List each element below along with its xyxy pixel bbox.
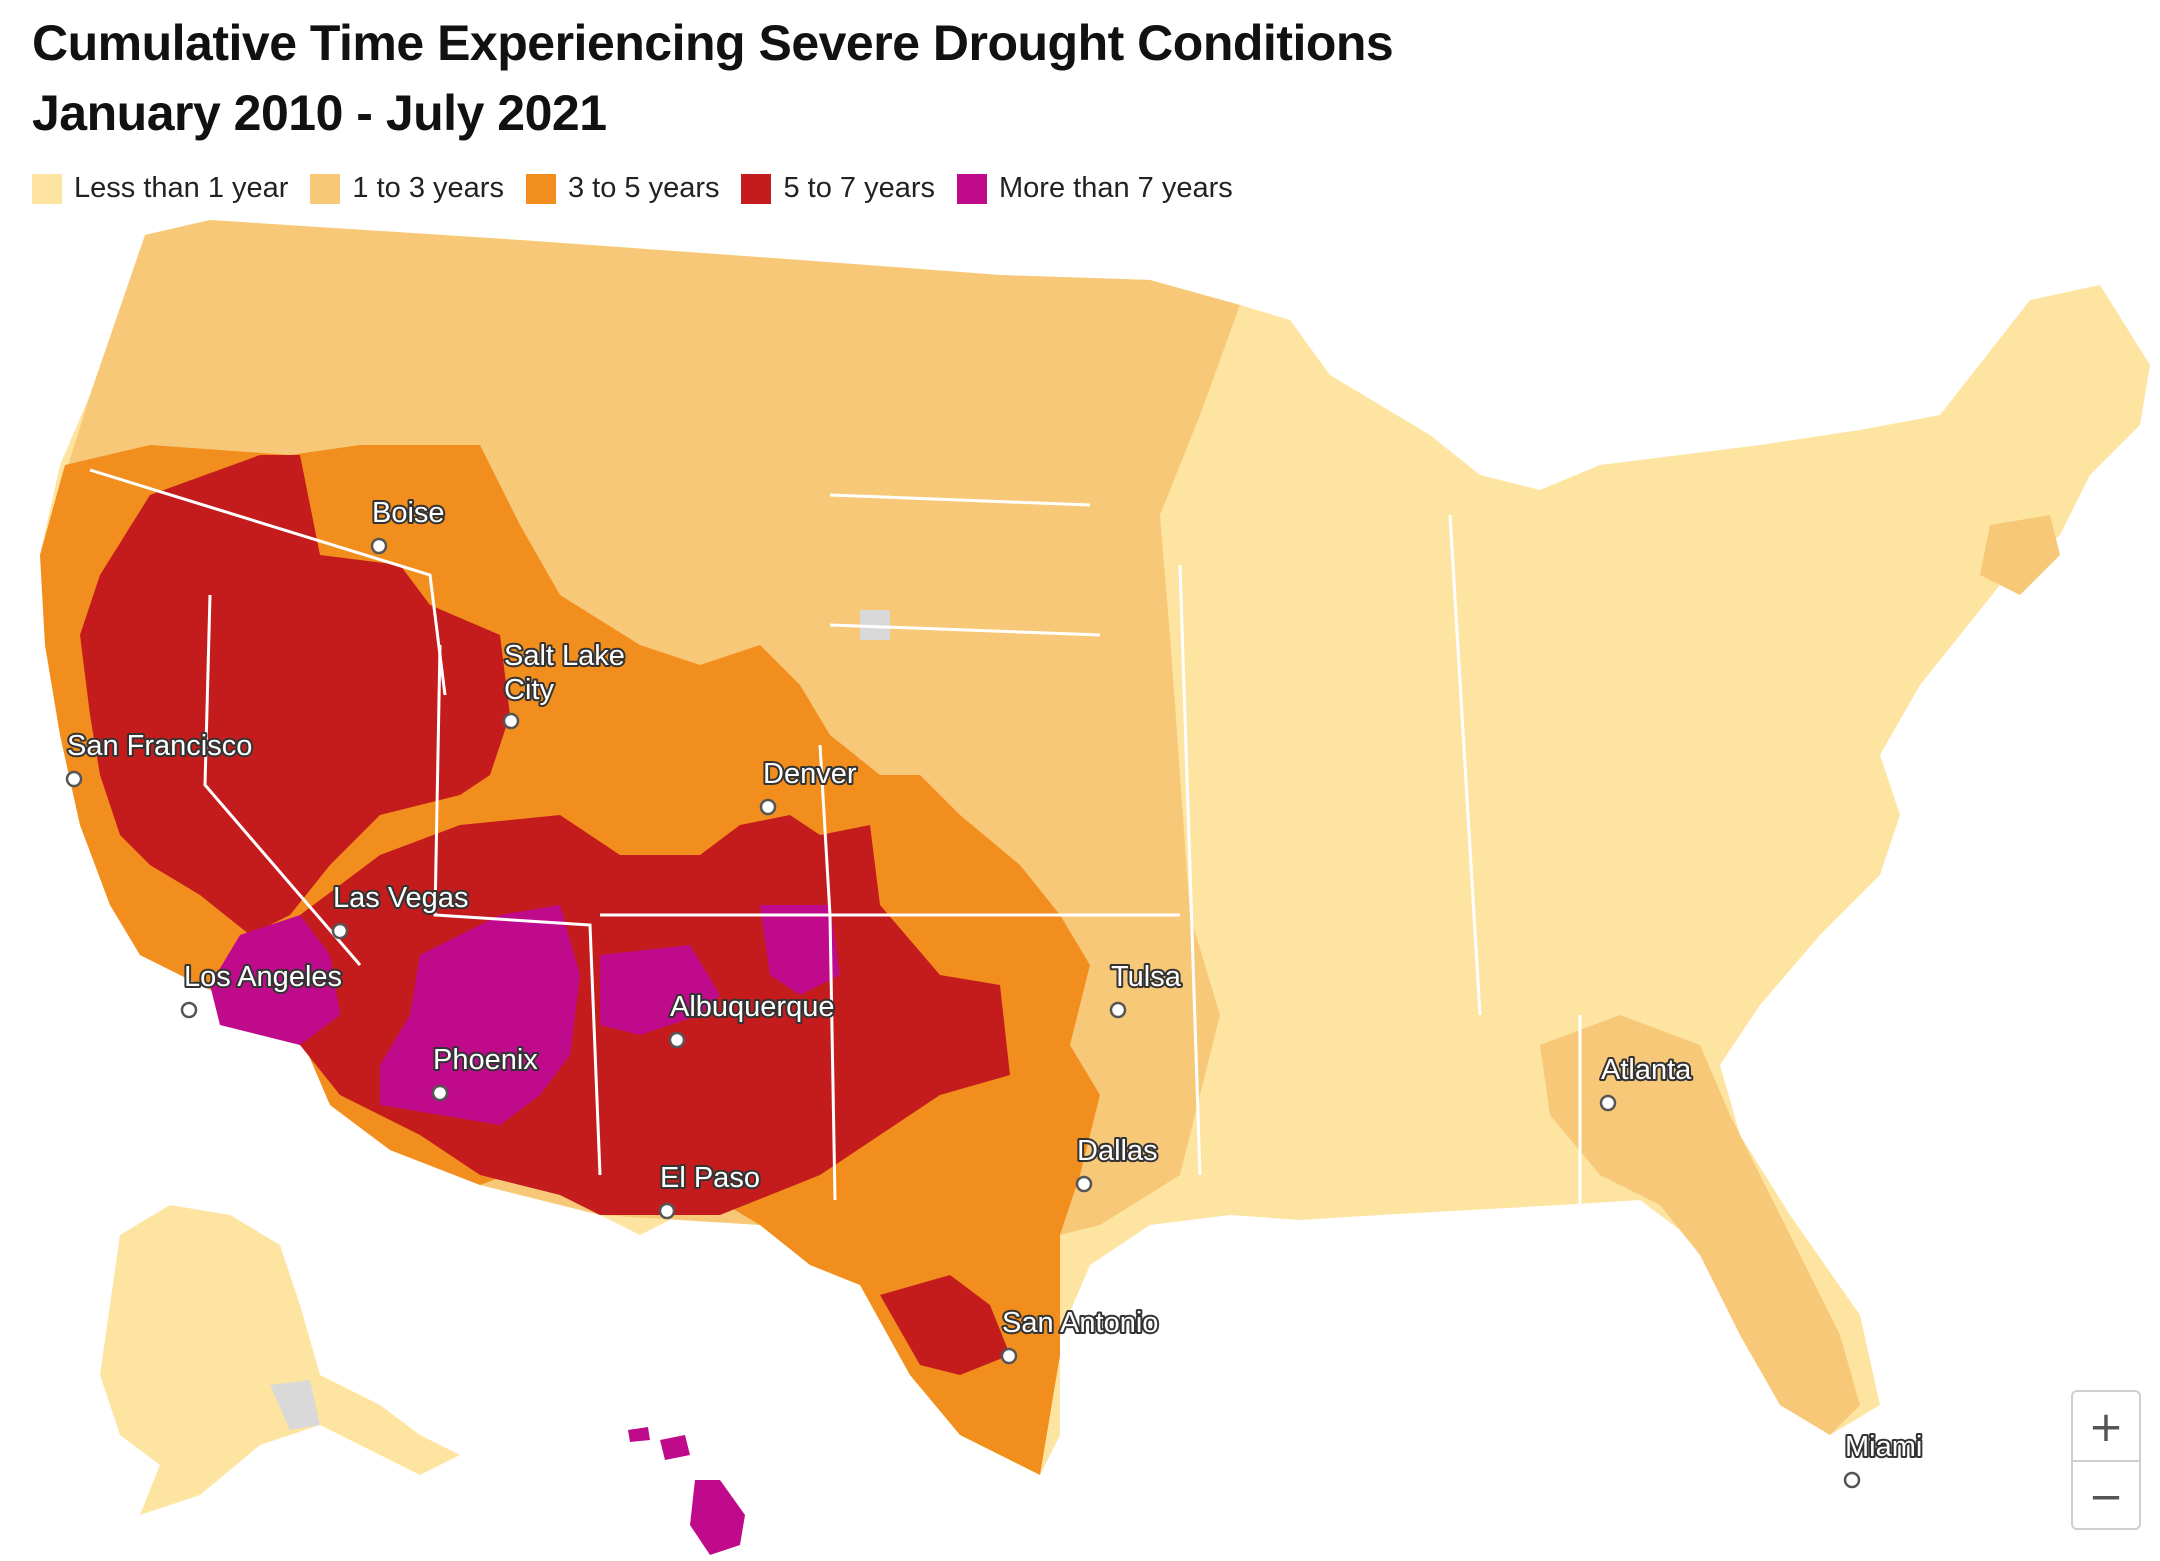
- legend-swatch: [310, 173, 341, 204]
- city-label: Tulsa: [1111, 961, 1182, 993]
- alaska-no-data: [270, 1380, 320, 1430]
- city-las-vegas: Las Vegas: [331, 880, 470, 940]
- state-border: [829, 493, 1091, 507]
- state-border: [818, 744, 832, 916]
- city-dot: [180, 1001, 198, 1019]
- city-label: Salt Lake: [504, 640, 625, 672]
- region-5-to-7-texas: [880, 1275, 1010, 1375]
- zoom-control: + −: [2071, 1390, 2141, 1530]
- region-5-to-7-great-basin: [80, 455, 510, 935]
- legend-label: 5 to 7 years: [783, 172, 936, 204]
- city-dot: [502, 712, 520, 730]
- city-dot: [1109, 1001, 1127, 1019]
- legend-swatch: [741, 173, 772, 204]
- legend-label: 3 to 5 years: [567, 172, 720, 204]
- legend-label: 1 to 3 years: [352, 172, 504, 204]
- state-border: [433, 644, 602, 1176]
- region-more-than-7-nm: [600, 945, 720, 1035]
- state-border: [203, 594, 362, 966]
- city-dot: [658, 1202, 676, 1220]
- legend-label: More than 7 years: [999, 172, 1233, 204]
- chart-subtitle: January 2010 - July 2021: [32, 85, 607, 141]
- hawaii-maui: [660, 1435, 690, 1460]
- city-san-francisco: San Francisco: [65, 728, 254, 788]
- city-dot: [1000, 1347, 1018, 1365]
- legend: Less than 1 year 1 to 3 years 3 to 5 yea…: [32, 172, 1255, 205]
- city-tulsa: Tulsa: [1109, 959, 1184, 1019]
- city-dot: [759, 798, 777, 816]
- city-miami: Miami: [1843, 1429, 1924, 1489]
- city-label: Atlanta: [1601, 1054, 1692, 1086]
- drought-map[interactable]: Boise Salt Lake City San Francisco Denve…: [0, 215, 2160, 1561]
- hawaii-oahu: [628, 1427, 650, 1442]
- city-dot: [331, 922, 349, 940]
- legend-label: Less than 1 year: [74, 172, 289, 204]
- hawaii-big-island: [690, 1480, 745, 1555]
- legend-item-3-to-5: 3 to 5 years: [525, 172, 720, 205]
- city-label: Los Angeles: [184, 961, 342, 993]
- city-label: Denver: [763, 758, 857, 790]
- city-phoenix: Phoenix: [431, 1042, 540, 1102]
- city-label: Dallas: [1077, 1135, 1158, 1167]
- city-label: Miami: [1845, 1431, 1922, 1463]
- legend-swatch: [32, 173, 62, 204]
- city-albuquerque: Albuquerque: [668, 989, 836, 1049]
- chart-title: Cumulative Time Experiencing Severe Drou…: [32, 15, 1394, 71]
- city-dot: [370, 537, 388, 555]
- legend-item-less-than-1: Less than 1 year: [32, 172, 288, 205]
- city-label: City: [504, 674, 554, 706]
- legend-item-more-than-7: More than 7 years: [957, 172, 1233, 205]
- alaska: [100, 1205, 460, 1515]
- city-el-paso: El Paso: [658, 1160, 762, 1220]
- legend-swatch: [525, 173, 556, 204]
- state-border: [829, 623, 1101, 637]
- city-label: San Francisco: [67, 730, 252, 762]
- city-boise: Boise: [370, 495, 447, 555]
- zoom-out-button[interactable]: −: [2088, 1471, 2124, 1521]
- state-border: [1448, 514, 1482, 1016]
- legend-item-1-to-3: 1 to 3 years: [310, 172, 504, 205]
- city-salt-lake-city: Salt Lake City: [502, 638, 627, 730]
- city-san-antonio: San Antonio: [1000, 1305, 1160, 1365]
- region-more-than-7-co: [760, 905, 840, 995]
- city-label: San Antonio: [1002, 1307, 1158, 1339]
- city-dot: [1075, 1175, 1093, 1193]
- city-dot: [65, 770, 83, 788]
- city-label: Albuquerque: [670, 991, 834, 1023]
- city-dallas: Dallas: [1075, 1133, 1160, 1193]
- city-atlanta: Atlanta: [1599, 1052, 1694, 1112]
- region-more-than-7-ca: [210, 915, 340, 1045]
- city-dot: [1843, 1471, 1861, 1489]
- zoom-in-button[interactable]: +: [2073, 1392, 2139, 1462]
- city-los-angeles: Los Angeles: [180, 959, 344, 1019]
- city-dot: [431, 1084, 449, 1102]
- city-label: Boise: [372, 497, 445, 529]
- legend-item-5-to-7: 5 to 7 years: [741, 172, 935, 205]
- city-dot: [1599, 1094, 1617, 1112]
- region-more-than-7-az-nm: [380, 905, 580, 1125]
- city-dot: [668, 1031, 686, 1049]
- region-1-to-3-southeast: [1540, 1015, 1860, 1435]
- legend-swatch: [957, 173, 988, 204]
- region-1-to-3-northeast: [1980, 515, 2060, 595]
- city-label: Las Vegas: [333, 882, 468, 914]
- state-border: [1178, 564, 1202, 1176]
- city-denver: Denver: [759, 756, 859, 816]
- city-label: El Paso: [660, 1162, 760, 1194]
- city-label: Phoenix: [433, 1044, 538, 1076]
